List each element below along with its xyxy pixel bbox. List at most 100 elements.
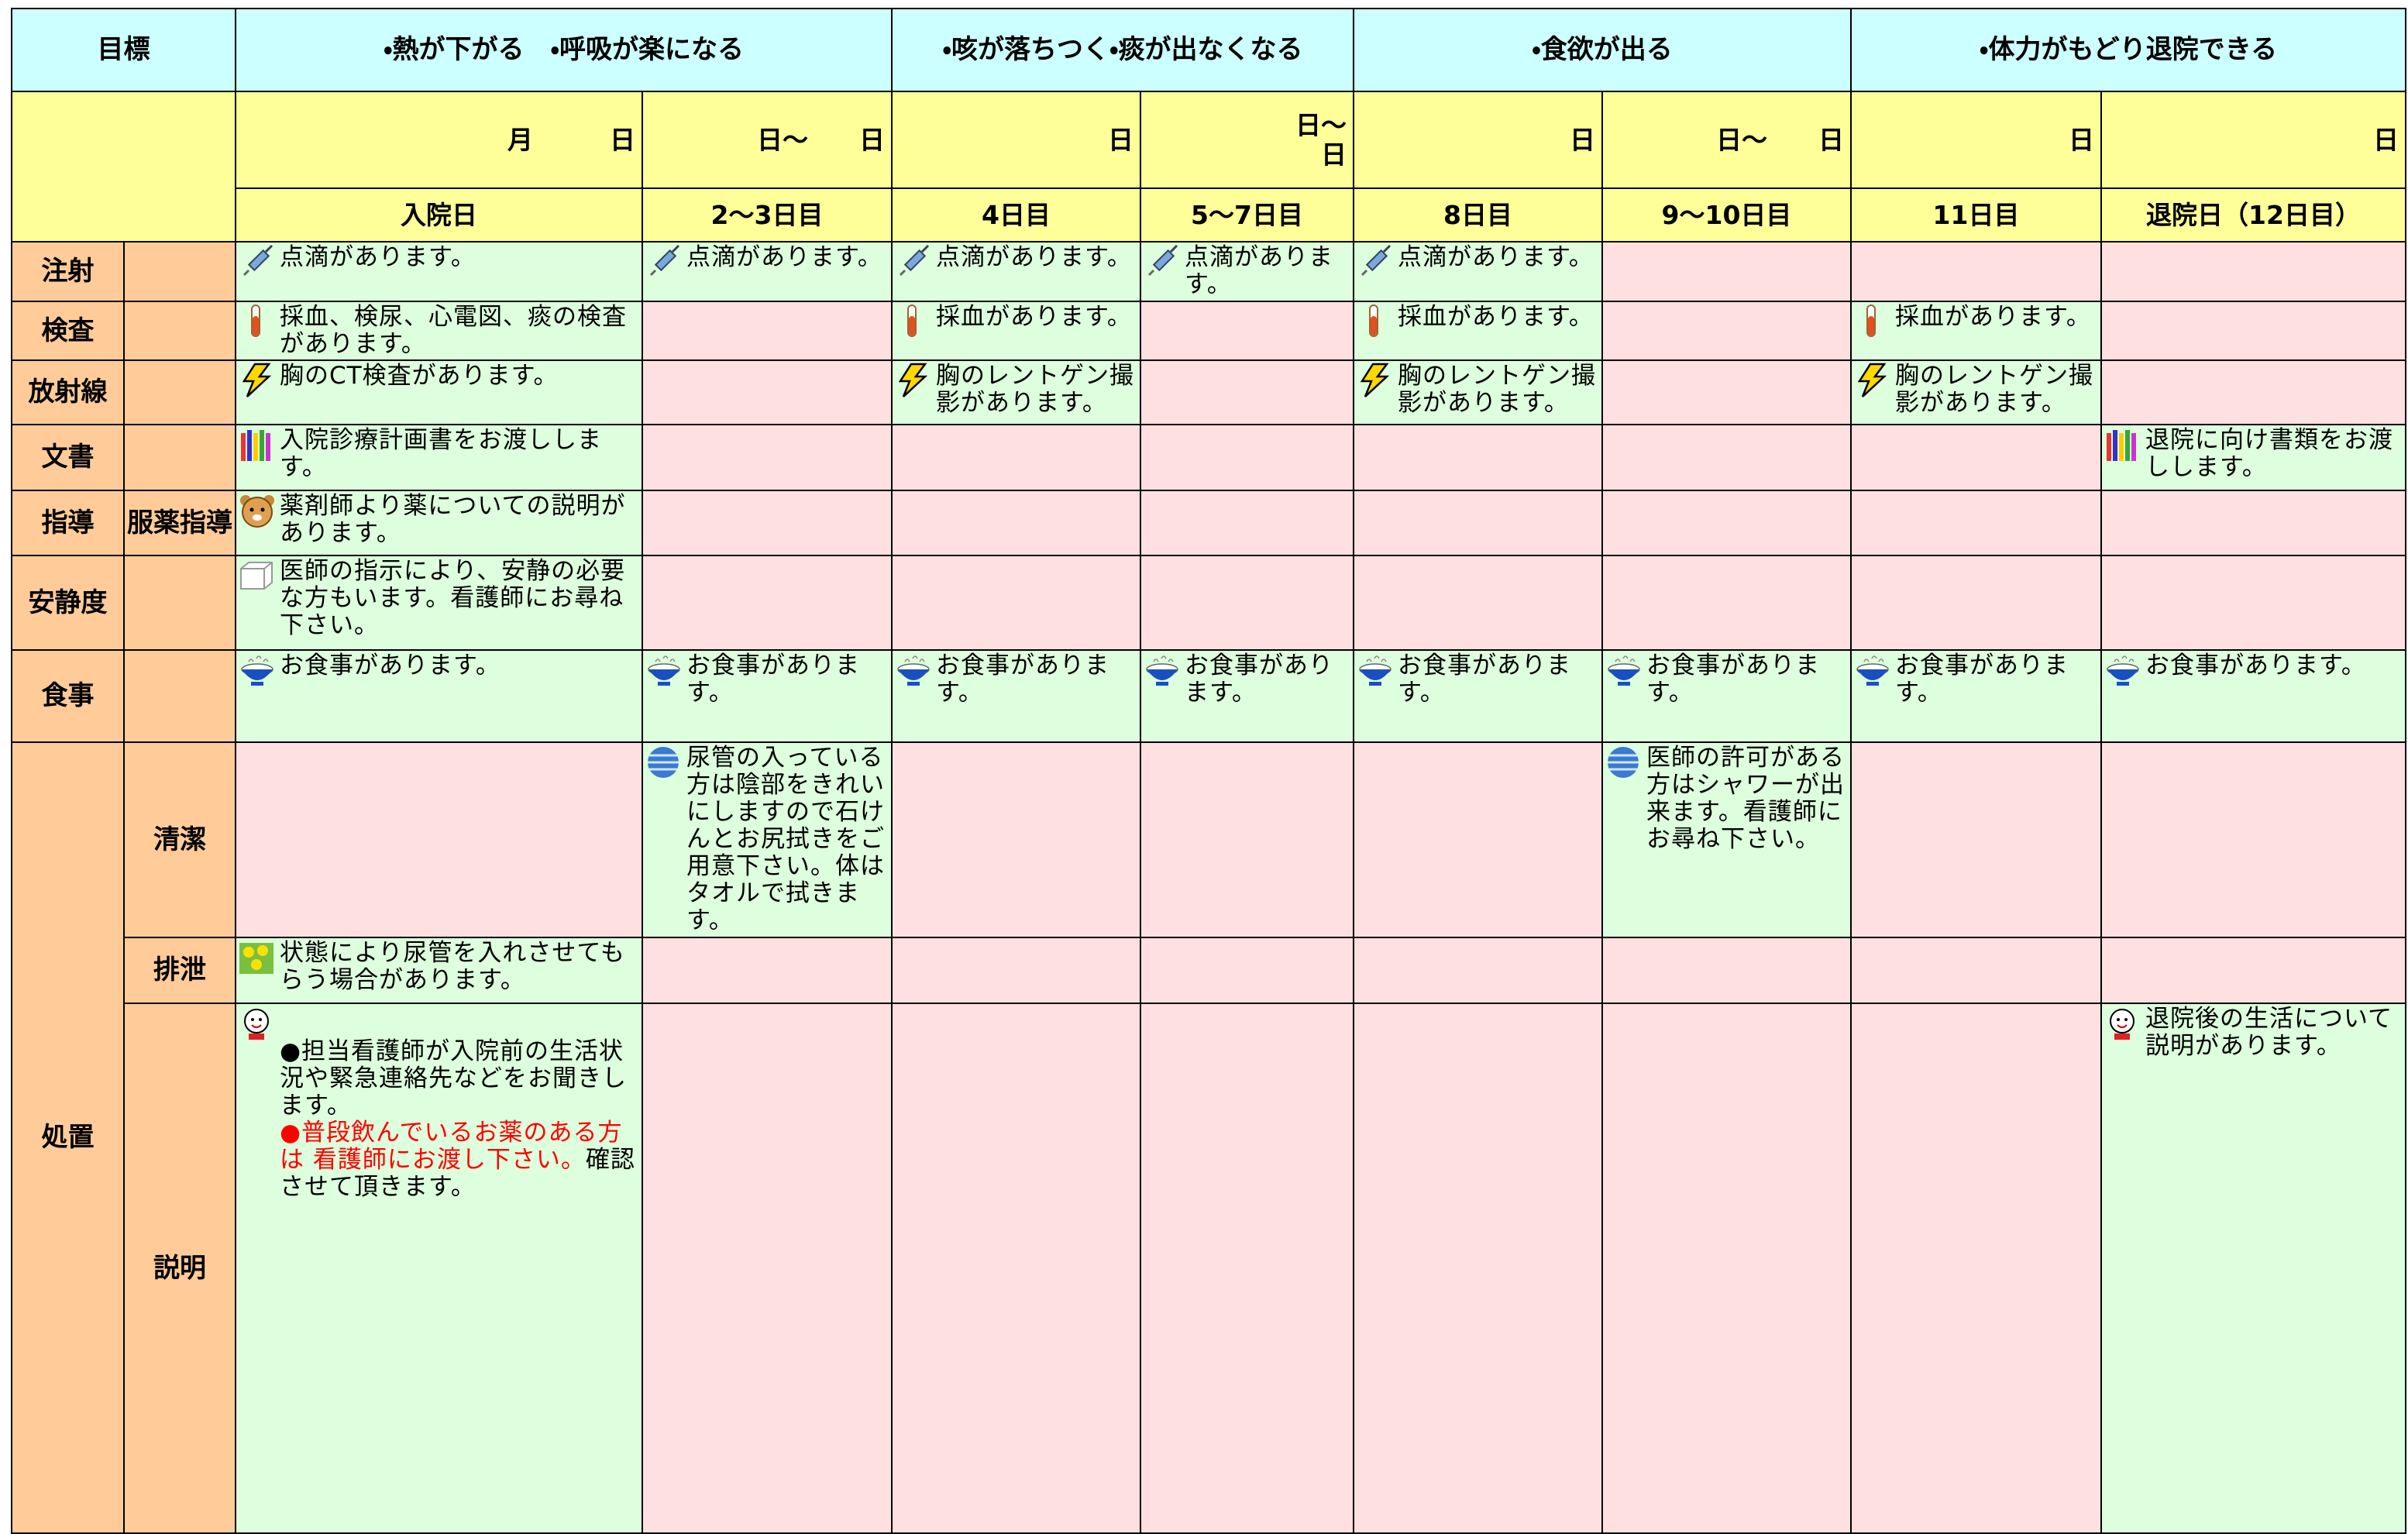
icon-part [897,655,930,686]
row-label: 安静度 [11,555,125,651]
date: 日～ 日 [1601,91,1852,189]
empty-cell [1140,555,1354,651]
row-sublabel [123,359,236,425]
icon-part [898,363,928,397]
icon [238,427,277,463]
cell-text: 採血、検尿、心電図、痰の検査があります。 [280,303,627,358]
icon-part [243,947,254,958]
day: 8日目 [1353,187,1603,242]
icon [1356,304,1395,339]
icon-part [242,669,273,680]
icon-part [1371,316,1377,335]
icon-part [241,430,270,461]
row-label: 食事 [11,649,125,743]
content-cell: 採血があります。 [891,301,1141,361]
content-cell: 医師の許可がある方はシャワーが出来ます。看護師にお尋ね下さい。 [1601,741,1852,938]
table-row: 月 日日～ 日日日～ 日日日～ 日日日 [11,91,2407,242]
icon-part [909,316,915,335]
empty-cell [1140,937,1354,1004]
goal: ・咳が落ちつく・痰が出なくなる [891,8,1354,92]
empty-cell [1850,1003,2102,1534]
content-cell: 採血、検尿、心電図、痰の検査があります。 [235,301,643,361]
icon-part [1369,682,1381,686]
content-cell: 胸のレントゲン撮影があります。 [1353,359,1603,425]
icon [2104,427,2142,463]
icon-part [1360,363,1390,397]
icon [238,363,277,398]
icon-part [247,430,252,461]
empty-cell [1140,301,1354,361]
icon-part [1868,316,1874,335]
empty-cell [1850,241,2102,302]
goal-label: 目標 [11,8,236,92]
icon-part [2107,433,2111,461]
row-sublabel: 説明 [123,1003,236,1534]
icon-part [1361,269,1368,277]
goal: ・体力がもどり退院できる [1849,8,2407,92]
empty-cell [2100,937,2407,1004]
icon [894,244,933,280]
icon-part [1147,669,1178,680]
icon-part [1153,655,1174,662]
empty-cell [1601,937,1852,1004]
icon-part [242,497,273,528]
text-part: ●普段飲んでいるお薬のある方は 看護師にお渡し下さい。 [280,1119,623,1174]
icon-part [1857,363,1887,397]
icon [238,304,277,339]
empty-cell [1601,359,1852,425]
content-cell: 採血があります。 [1850,301,2102,361]
icon [894,304,933,339]
table-row: 指導 服薬指導 薬剤師より薬についての説明があります。 [11,490,2407,556]
empty-cell [642,359,893,425]
goal: ・熱が下がる ・呼吸が楽になる [235,8,893,92]
empty-cell [1353,1003,1603,1534]
icon-part [2117,682,2129,686]
empty-cell [891,555,1141,651]
cell-text: 点滴があります。 [936,243,1132,271]
empty-cell [642,301,893,361]
day: 2～3日目 [642,187,893,242]
empty-cell [1850,937,2102,1004]
date: 日 [891,91,1141,189]
date: 日～ 日 [1140,91,1354,189]
content-cell: 点滴があります。 [1353,241,1603,302]
icon-part [264,244,273,253]
row-sublabel: 服薬指導 [123,490,236,556]
icon-part [266,433,270,461]
icon-part [1360,669,1391,680]
icon-part [241,433,246,461]
icon-part [904,655,925,662]
content-cell: 点滴があります。 [1140,241,1354,302]
content-cell: 医師の指示により、安静の必要な方もいます。看護師にお尋ね下さい。 [235,555,643,651]
icon [645,652,683,688]
content-cell: ●担当看護師が入院前の生活状況や緊急連絡先などをお聞きします。 ●普段飲んでいるお… [235,1003,643,1534]
icon-part [2110,1009,2135,1040]
icon-part [2125,430,2130,461]
empty-cell [1353,490,1603,556]
content-cell: 点滴があります。 [642,241,893,302]
row-sublabel [123,241,236,302]
text-part: 確認させて頂きます。 [280,1146,635,1201]
empty-cell [1601,490,1852,556]
pathway-table: 目標 ・熱が下がる ・呼吸が楽になる ・咳が落ちつく・痰が出なくなる ・食欲が出る ・体… [11,8,2407,1534]
table-row: 処置 清潔 尿管の入っている方は陰部をきれいにしますので石けんとお尻拭きをご用意下さ… [11,741,2407,1534]
cell-text: 採血があります。 [1398,303,1594,331]
empty-cell [1353,937,1603,1004]
day: 9～10日目 [1601,187,1852,242]
icon-part [251,304,260,337]
empty-cell [1850,424,2102,491]
icon-part [247,249,270,272]
icon-part [251,1018,254,1021]
icon-part [1857,669,1888,680]
cell-text: お食事があります。 [1646,652,1820,707]
icon-part [251,682,263,686]
content-cell: 退院に向け書類をお渡しします。 [2100,424,2407,491]
icon-part [1365,249,1388,272]
icon-part [239,943,273,974]
cell-text: お食事があります。 [1185,652,1333,707]
row-sublabel: 清潔 [123,741,236,938]
icon-part [249,1034,264,1040]
content-cell: 胸のレントゲン撮影があります。 [1850,359,2102,425]
icon-part [671,244,680,253]
